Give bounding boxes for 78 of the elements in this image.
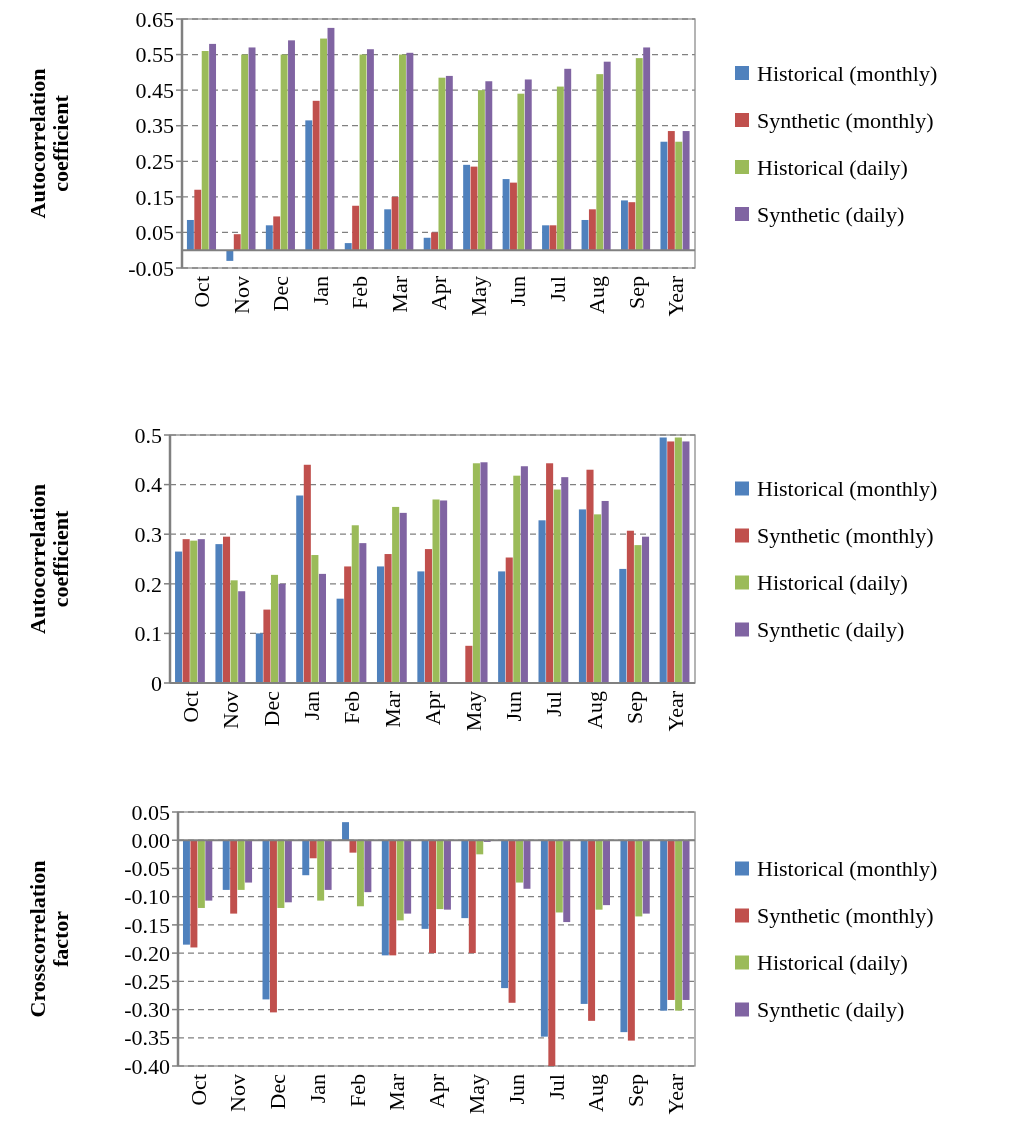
x-tick-label: Aug — [581, 691, 607, 729]
y-tick-label: 0.3 — [134, 521, 162, 547]
x-tick-label: Jan — [299, 691, 325, 721]
x-tick-label: Oct — [177, 691, 203, 723]
x-tick-label: Mar — [379, 690, 405, 728]
x-tick-label: Aug — [584, 276, 610, 314]
x-tick-label: Feb — [339, 691, 365, 724]
y-tick-label: 0.35 — [135, 113, 174, 139]
legend-label: Historical (daily) — [757, 570, 908, 596]
legend-label: Historical (monthly) — [757, 856, 938, 882]
legend-label: Synthetic (monthly) — [757, 903, 934, 929]
x-tick-label: Nov — [228, 276, 254, 314]
legend-label: Synthetic (monthly) — [757, 523, 934, 549]
x-tick-label: Oct — [185, 1074, 211, 1106]
y-tick-label: -0.15 — [124, 912, 170, 938]
y-tick-label: 0.65 — [135, 6, 174, 32]
x-tick-label: Apr — [420, 690, 446, 726]
x-tick-label: Year — [662, 690, 688, 732]
x-tick-label: Feb — [344, 1074, 370, 1107]
y-tick-label: -0.20 — [124, 940, 170, 966]
legend-label: Synthetic (daily) — [757, 997, 905, 1023]
x-tick-label: Dec — [268, 275, 294, 312]
x-tick-label: May — [460, 691, 486, 732]
x-tick-label: Nov — [225, 1074, 251, 1112]
x-tick-label: Sep — [623, 276, 649, 309]
y-tick-label: -0.05 — [128, 255, 174, 281]
y-tick-label: 0.05 — [131, 799, 170, 825]
x-tick-label: Mar — [386, 275, 412, 313]
x-tick-label: Jul — [543, 1074, 569, 1100]
x-tick-label: Mar — [384, 1073, 410, 1111]
y-tick-label: 0 — [151, 670, 162, 696]
x-tick-label: Apr — [426, 275, 452, 311]
x-tick-label: Jan — [304, 1074, 330, 1104]
legend-label: Historical (monthly) — [757, 60, 938, 86]
y-tick-label: 0.25 — [135, 148, 174, 174]
legend-label: Historical (daily) — [757, 154, 908, 180]
y-tick-label: 0.45 — [135, 77, 174, 103]
x-tick-label: Jun — [505, 276, 531, 307]
x-tick-label: Aug — [583, 1074, 609, 1112]
x-tick-label: Jul — [544, 276, 570, 302]
x-tick-label: Jun — [503, 1074, 529, 1105]
legend-label: Historical (monthly) — [757, 476, 938, 502]
x-tick-label: Year — [662, 275, 688, 317]
y-tick-label: 0.55 — [135, 42, 174, 68]
legend-label: Historical (daily) — [757, 950, 908, 976]
x-tick-label: Nov — [218, 691, 244, 729]
y-axis-title: Autocorrelation coefficient — [24, 484, 73, 634]
legend-label: Synthetic (daily) — [757, 617, 905, 643]
x-tick-label: May — [465, 276, 491, 317]
y-axis-title: Crosscorrelation factor — [24, 860, 73, 1018]
x-tick-label: Dec — [265, 1073, 291, 1110]
legend-label: Synthetic (daily) — [757, 201, 905, 227]
legend-label: Synthetic (monthly) — [757, 107, 934, 133]
y-tick-label: -0.25 — [124, 969, 170, 995]
x-tick-label: Year — [662, 1073, 688, 1115]
x-tick-label: Feb — [347, 276, 373, 309]
y-tick-label: -0.30 — [124, 997, 170, 1023]
x-tick-label: May — [463, 1074, 489, 1115]
y-tick-label: 0.2 — [134, 571, 162, 597]
y-tick-label: 0.5 — [134, 422, 162, 448]
x-tick-label: Apr — [424, 1073, 450, 1109]
x-tick-label: Jul — [541, 691, 567, 717]
x-tick-label: Sep — [622, 691, 648, 724]
y-tick-label: 0.1 — [134, 621, 162, 647]
y-tick-label: 0.00 — [131, 827, 170, 853]
y-tick-label: -0.05 — [124, 856, 170, 882]
y-axis-title: Autocorrelation coefficient — [24, 68, 73, 219]
x-tick-label: Jan — [307, 276, 333, 306]
x-tick-label: Jun — [500, 691, 526, 722]
y-tick-label: 0.15 — [135, 184, 174, 210]
x-tick-label: Dec — [258, 690, 284, 727]
y-tick-label: 0.4 — [134, 472, 162, 498]
y-tick-label: -0.35 — [124, 1025, 170, 1051]
x-tick-label: Oct — [189, 276, 215, 308]
y-tick-label: -0.10 — [124, 884, 170, 910]
y-tick-label: 0.05 — [135, 220, 174, 246]
y-tick-label: -0.40 — [124, 1053, 170, 1079]
x-tick-label: Sep — [623, 1074, 649, 1107]
